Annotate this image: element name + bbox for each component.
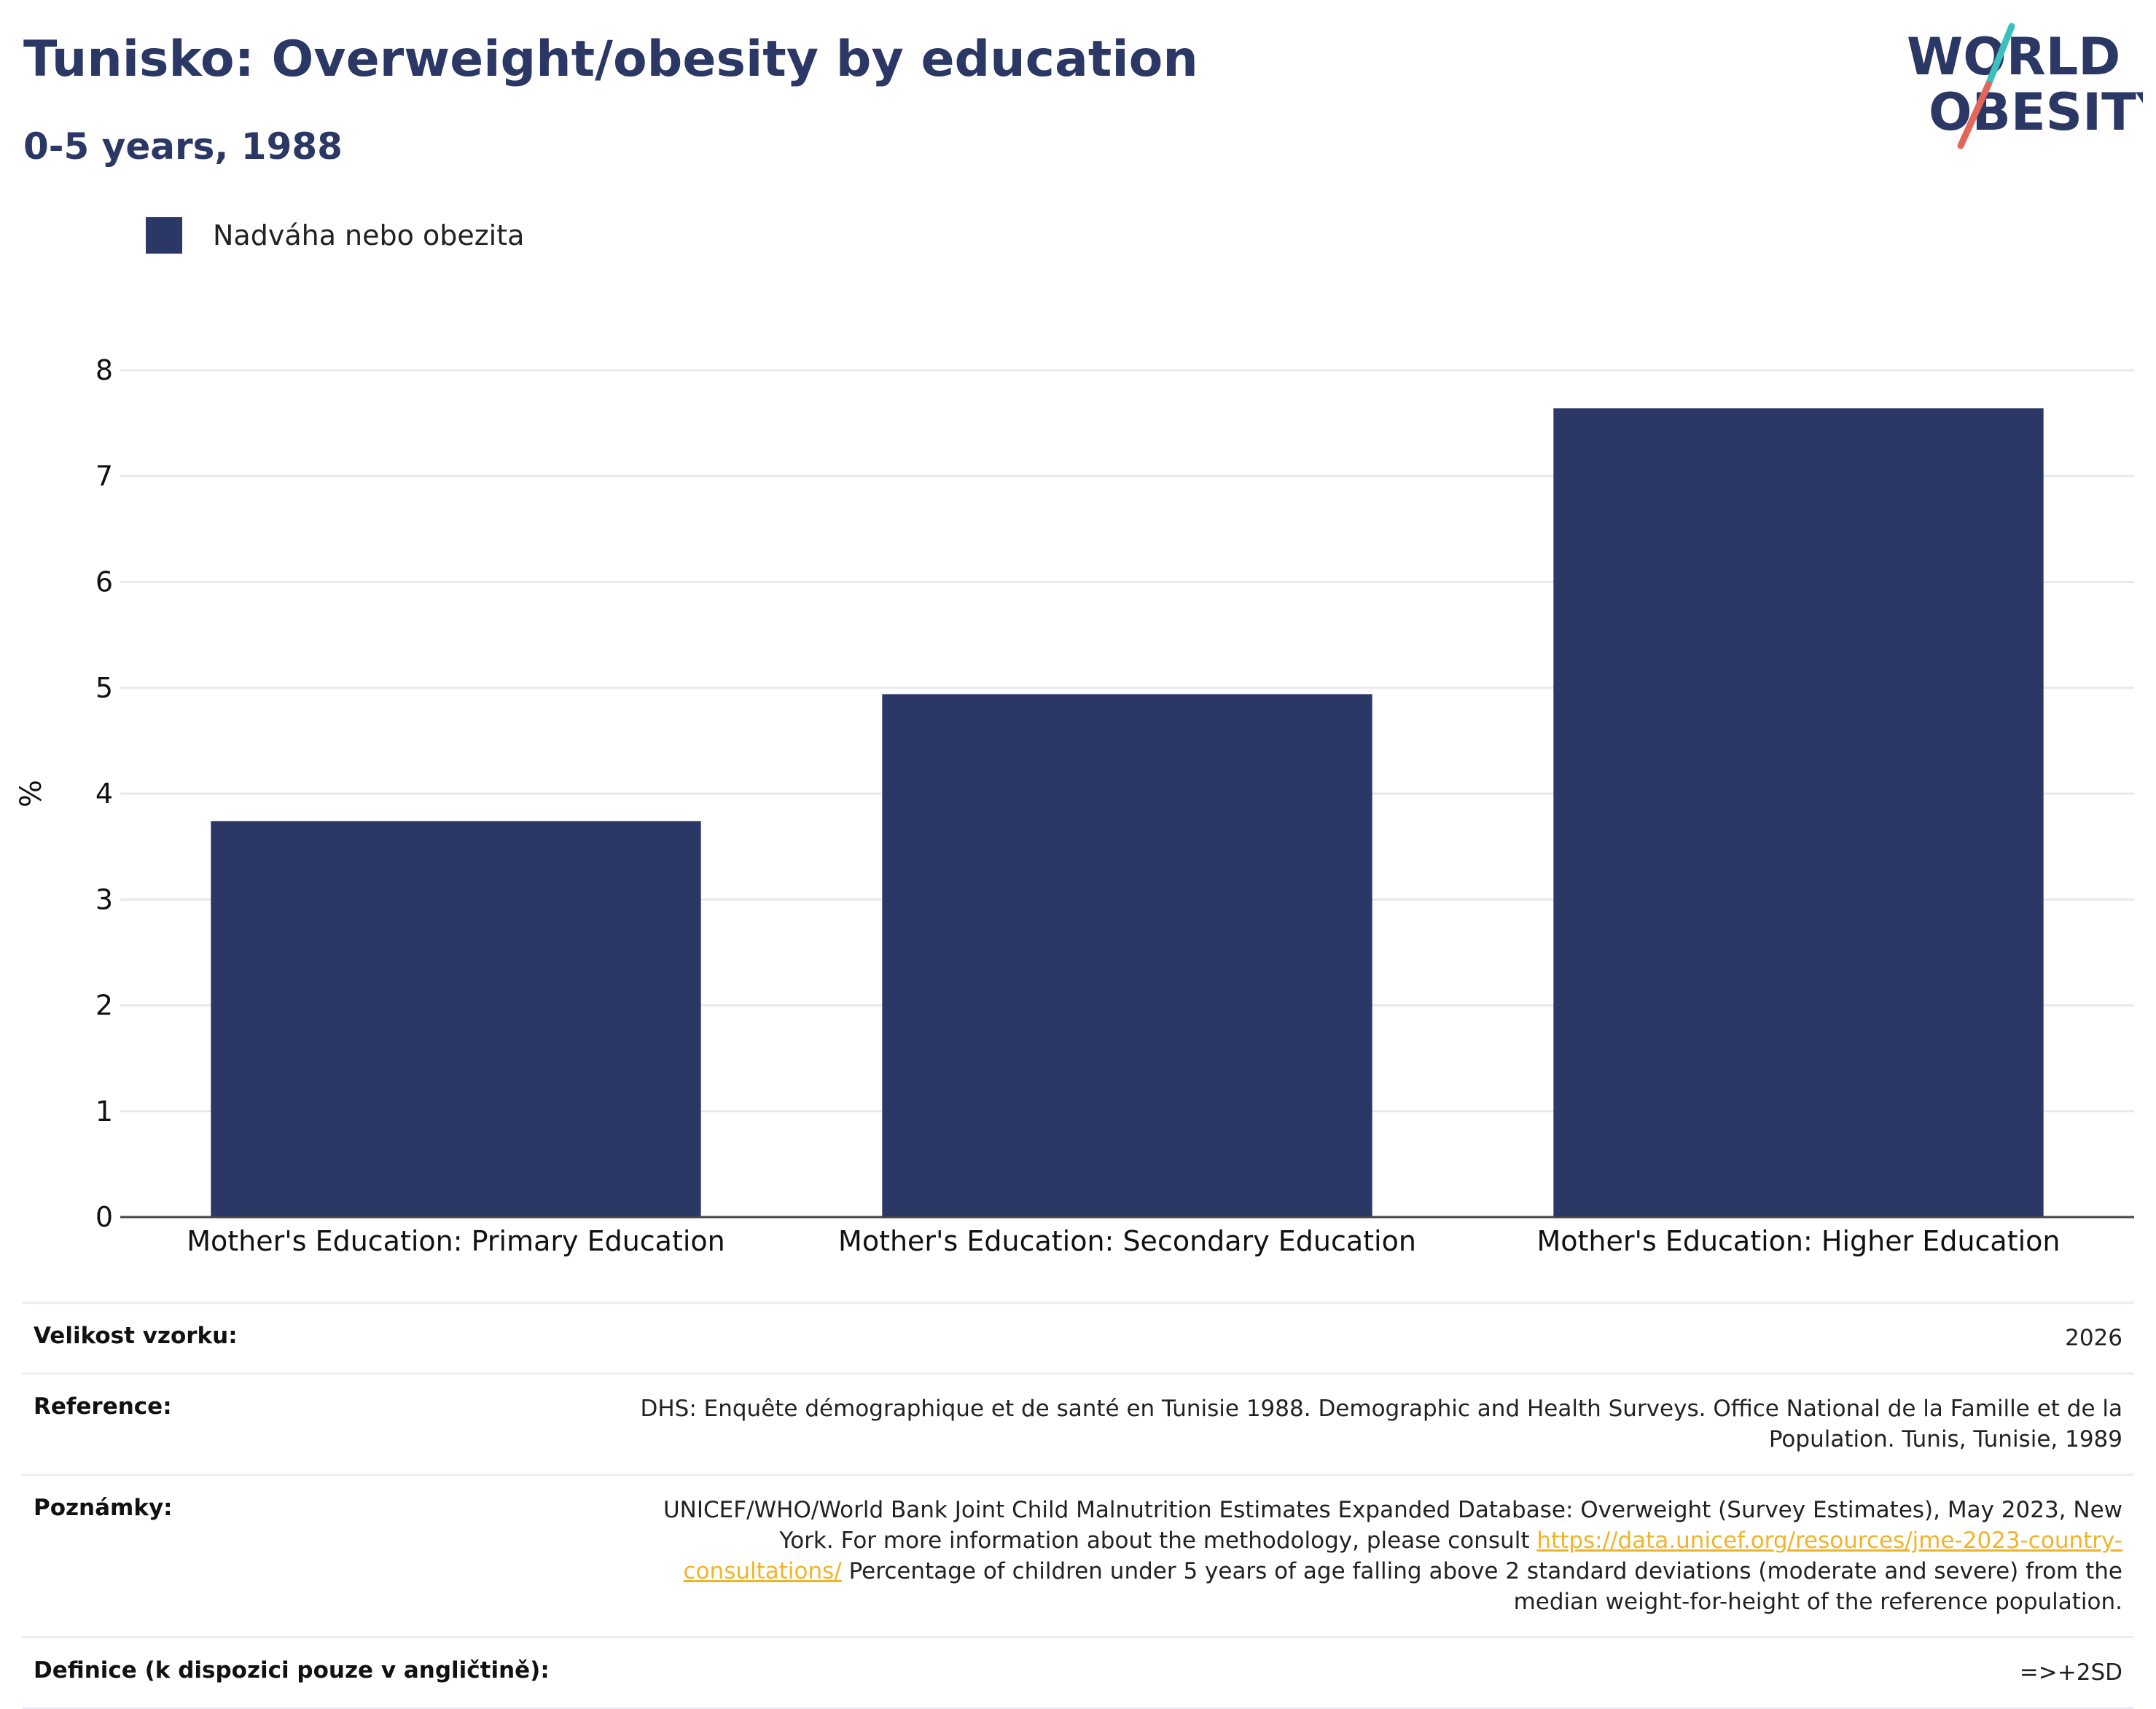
- sample-size-row: Velikost vzorku: 2026: [22, 1302, 2134, 1374]
- sample-size-value: 2026: [2065, 1325, 2122, 1351]
- y-tick-label: 2: [95, 990, 113, 1022]
- y-tick-label: 5: [95, 672, 113, 704]
- logo-word-world: WORLD: [1907, 27, 2120, 87]
- x-tick-label: Mother's Education: Secondary Education: [838, 1225, 1416, 1257]
- y-axis-label: %: [15, 780, 48, 807]
- definition-row: Definice (k dispozici pouze v angličtině…: [22, 1637, 2134, 1708]
- notes-text-before: UNICEF/WHO/World Bank Joint Child Malnut…: [663, 1497, 2122, 1554]
- y-tick-label: 6: [95, 566, 113, 598]
- definition-value: =>+2SD: [2019, 1659, 2122, 1686]
- legend-label: Nadváha nebo obezita: [213, 219, 525, 251]
- sample-size-label: Velikost vzorku:: [34, 1323, 238, 1349]
- y-tick-label: 8: [95, 354, 113, 386]
- y-tick-label: 4: [95, 778, 113, 810]
- y-tick-label: 1: [95, 1095, 113, 1127]
- notes-text-after: Percentage of children under 5 years of …: [841, 1558, 2122, 1615]
- bars: [211, 408, 2044, 1217]
- bar[interactable]: [1553, 408, 2044, 1217]
- x-tick-labels: Mother's Education: Primary Education Mot…: [187, 1225, 2060, 1257]
- notes-row: Poznámky: UNICEF/WHO/World Bank Joint Ch…: [22, 1474, 2134, 1638]
- reference-value: DHS: Enquête démographique et de santé e…: [640, 1396, 2122, 1452]
- bar[interactable]: [882, 694, 1372, 1217]
- y-tick-label: 0: [95, 1201, 113, 1233]
- metadata-table: Velikost vzorku: 2026 Reference: DHS: En…: [22, 1302, 2134, 1709]
- world-obesity-logo: WORLD OBESITY: [1907, 23, 2143, 149]
- x-tick-label: Mother's Education: Higher Education: [1536, 1225, 2060, 1257]
- bar[interactable]: [211, 821, 701, 1217]
- x-tick-label: Mother's Education: Primary Education: [187, 1225, 725, 1257]
- definition-label: Definice (k dispozici pouze v angličtině…: [34, 1657, 550, 1683]
- bar-chart: 0 1 2 3 4 5 6 7 8 Mother's Education: Primary Ed…: [15, 354, 2134, 1257]
- notes-value: UNICEF/WHO/World Bank Joint Child Malnut…: [628, 1475, 2134, 1638]
- y-tick-label: 7: [95, 460, 113, 492]
- chart-subtitle: 0-5 years, 1988: [23, 125, 343, 168]
- notes-label: Poznámky:: [34, 1495, 173, 1521]
- logo-slash-teal: [1985, 23, 2015, 88]
- methodology-link[interactable]: https://data.unicef.org/resources/jme-20…: [683, 1528, 2122, 1584]
- reference-label: Reference:: [34, 1393, 172, 1420]
- reference-row: Reference: DHS: Enquête démographique et…: [22, 1373, 2134, 1475]
- legend-swatch: [146, 217, 182, 254]
- chart-title: Tunisko: Overweight/obesity by education: [23, 31, 1198, 88]
- legend[interactable]: Nadváha nebo obezita: [146, 217, 524, 254]
- y-tick-labels: 0 1 2 3 4 5 6 7 8: [95, 354, 113, 1233]
- logo-slash-red: [1957, 81, 1992, 149]
- y-tick-label: 3: [95, 883, 113, 915]
